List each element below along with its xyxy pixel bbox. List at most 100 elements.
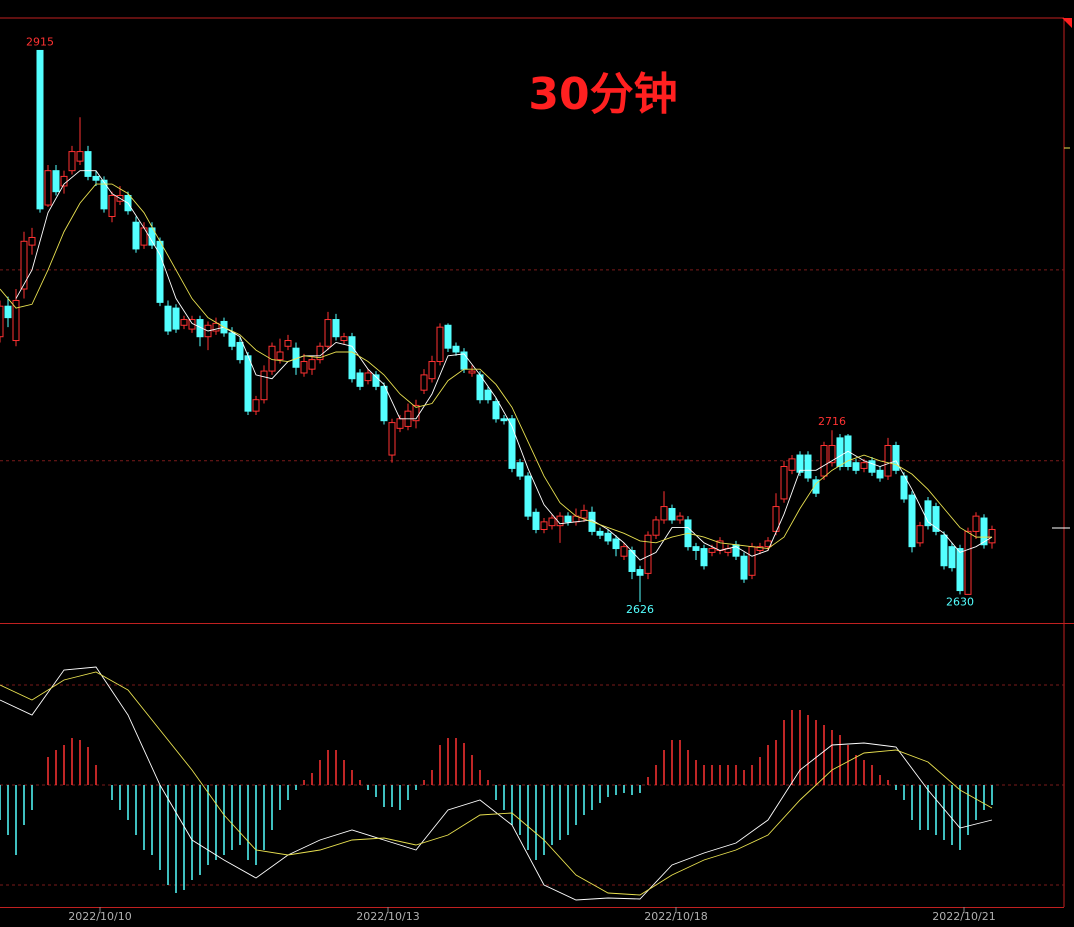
candle-body [788,458,796,471]
candle-body [924,500,932,527]
candle-body [620,546,628,557]
candle-body [284,340,292,347]
chart-title: 30分钟 [528,69,677,120]
candle-body [228,332,236,347]
candle-body [580,509,588,519]
candle-body [828,445,836,464]
candle-body [876,469,884,479]
candle-body [108,194,116,217]
candle-body [396,418,404,429]
candle-body [660,506,668,521]
candle-body [820,445,828,477]
candle-body [492,401,500,420]
candle-body [748,546,756,576]
candle-body [700,548,708,567]
macd-line [0,666,993,901]
candle-body [708,548,716,553]
candle-body [92,175,100,181]
candle-body [692,546,700,551]
candle-body [908,494,916,548]
candle-body [860,462,868,469]
candle-body [540,521,548,530]
candle-body [252,399,260,412]
candle-body [420,374,428,391]
candle-body [524,475,532,517]
candle-body [804,454,812,479]
candle-body [812,479,820,494]
candle-body [132,221,140,250]
candle-body [628,549,636,572]
x-tick-label: 2022/10/10 [68,910,131,923]
candle-body [900,475,908,500]
ma-line [0,183,992,550]
candle-body [636,569,644,576]
corner-marker [1062,18,1072,28]
low-label: 2626 [626,603,654,616]
candle-body [300,361,308,374]
candle-body [380,385,388,422]
candle-body [52,170,60,193]
candle-body [596,530,604,536]
candle-body [932,506,940,532]
candle-body [644,534,652,574]
candle-body [36,49,44,210]
candle-body [100,179,108,210]
candle-body [676,515,684,521]
candle-body [68,151,76,172]
candle-body [4,305,12,319]
candle-body [988,528,996,544]
candle-body [940,534,948,567]
candle-body [884,445,892,477]
candle-body [452,345,460,353]
candle-body [324,319,332,347]
candle-body [356,372,364,387]
candle-body [948,546,956,569]
candle-body [780,466,788,500]
candle-body [916,525,924,544]
high-label: 2915 [26,35,54,48]
candle-body [652,519,660,536]
candle-body [236,341,244,361]
candle-body [244,355,252,412]
candle-body [20,240,28,290]
candle-body [756,546,764,551]
candle-body [412,404,420,422]
high-label: 2716 [818,415,846,428]
candle-body [980,517,988,546]
candle-body [852,462,860,471]
candle-body [348,336,356,380]
candle-body [172,307,180,330]
candle-body [364,372,372,382]
candle-body [964,530,972,595]
candle-body [612,538,620,550]
candle-body [604,532,612,542]
candle-body [436,326,444,363]
x-tick-label: 2022/10/18 [644,910,707,923]
candle-body [332,319,340,338]
candle-body [740,555,748,580]
candle-body [276,351,284,361]
candle-body [516,462,524,477]
candle-body [836,437,844,468]
candle-body [28,236,36,246]
candle-body [140,227,148,246]
x-tick-label: 2022/10/13 [356,910,419,923]
x-tick-label: 2022/10/21 [932,910,995,923]
candle-body [372,374,380,387]
candle-body [388,422,396,456]
candle-body [164,305,172,332]
candle-body [556,515,564,527]
candle-body [340,336,348,342]
candle-body [260,370,268,401]
candle-body [868,460,876,473]
candle-body [956,548,964,592]
candle-body [972,515,980,532]
candle-body [564,515,572,523]
candle-body [268,345,276,372]
candle-body [668,507,676,521]
candle-body [308,359,316,370]
ma-line [15,170,993,561]
